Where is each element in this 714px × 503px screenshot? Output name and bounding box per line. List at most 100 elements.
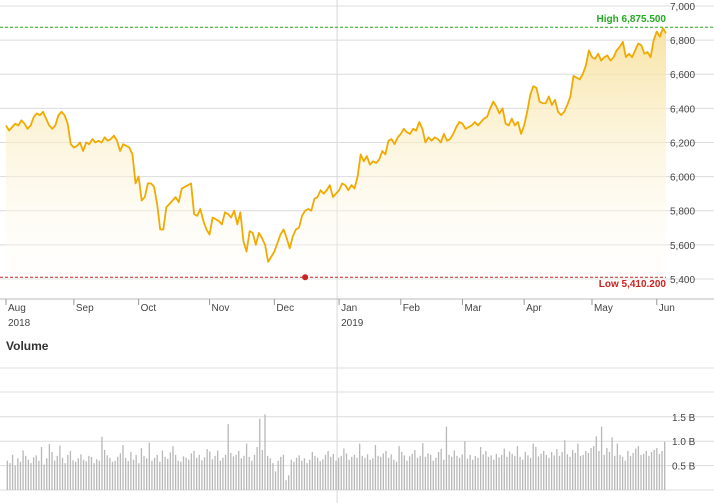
volume-bar	[606, 448, 608, 490]
volume-bar	[253, 454, 256, 490]
volume-bar	[227, 424, 229, 490]
volume-bar	[124, 457, 127, 490]
x-tick-label: May	[594, 303, 613, 314]
volume-bar	[569, 456, 571, 490]
volume-bar	[527, 455, 529, 490]
volume-bar	[406, 460, 408, 490]
volume-bar	[164, 456, 166, 490]
volume-bar	[235, 454, 237, 490]
volume-bar	[479, 447, 482, 490]
volume-bar	[337, 457, 340, 490]
volume-y-axis: 0.5 B 1.0 B 1.5 B	[672, 413, 696, 473]
price-y-tick-label: 6,000	[670, 173, 695, 184]
volume-bar	[380, 456, 382, 490]
volume-bar	[374, 445, 377, 490]
price-y-tick-label: 5,800	[670, 207, 695, 218]
volume-bar	[501, 454, 503, 490]
volume-bar	[485, 450, 487, 490]
x-tick-label: Oct	[141, 303, 157, 314]
volume-bar	[611, 437, 613, 490]
volume-bar	[96, 459, 98, 490]
volume-bar	[40, 447, 43, 490]
volume-bar	[214, 455, 216, 490]
volume-bar	[579, 455, 582, 490]
volume-bar	[293, 461, 295, 490]
volume-bar	[629, 455, 632, 490]
volume-bar	[427, 453, 429, 490]
volume-bar	[195, 457, 198, 490]
price-y-tick-label: 5,400	[670, 275, 695, 286]
volume-bar	[153, 457, 156, 490]
volume-title: Volume	[6, 339, 49, 353]
volume-bar	[61, 457, 64, 490]
volume-bar	[77, 458, 79, 490]
price-y-tick-label: 5,600	[670, 241, 695, 252]
volume-bar	[590, 448, 592, 490]
volume-bar	[345, 453, 348, 490]
volume-bar	[103, 449, 106, 490]
price-y-tick-label: 6,800	[670, 36, 695, 47]
low-marker[interactable]	[302, 274, 309, 281]
volume-bar	[645, 450, 647, 490]
volume-bar	[595, 436, 597, 490]
volume-bar	[177, 460, 179, 490]
volume-bar	[22, 450, 24, 490]
volume-bar	[288, 475, 290, 490]
volume-bar	[256, 447, 258, 490]
volume-bar	[453, 450, 455, 490]
volume-bar	[59, 445, 61, 490]
volume-bar	[408, 456, 411, 490]
x-tick-label: Jan	[341, 303, 357, 314]
volume-bar	[25, 455, 27, 490]
volume-bar	[93, 463, 95, 490]
volume-bar	[56, 455, 58, 490]
volume-bar	[414, 449, 416, 490]
volume-bar	[461, 454, 463, 490]
volume-bar	[64, 463, 66, 490]
volume-bar	[621, 456, 624, 490]
volume-bar	[17, 458, 19, 490]
x-tick-label: Nov	[212, 303, 230, 314]
volume-bar	[222, 457, 224, 490]
price-y-tick-label: 6,200	[670, 138, 695, 149]
volume-bar	[361, 455, 363, 490]
volume-bar	[537, 456, 540, 490]
volume-bar	[251, 460, 253, 490]
volume-bar	[82, 459, 85, 490]
volume-bar	[419, 455, 421, 490]
price-series-line	[5, 27, 667, 263]
volume-bar	[627, 450, 629, 490]
volume-bar	[382, 453, 384, 490]
volume-bar	[274, 471, 277, 490]
volume-bar	[51, 451, 53, 490]
volume-bar	[401, 451, 403, 490]
volume-bar	[451, 456, 453, 490]
volume-bar	[585, 450, 587, 490]
volume-bar	[535, 447, 537, 490]
low-label: Low 5,410.200	[599, 279, 667, 290]
volume-bar	[506, 456, 508, 490]
volume-bar	[119, 453, 122, 490]
volume-bar	[543, 450, 545, 490]
volume-bar	[550, 451, 553, 490]
volume-bar	[600, 426, 603, 490]
volume-bar	[101, 436, 103, 490]
volume-bar	[148, 442, 150, 490]
volume-bar	[440, 449, 442, 490]
volume-bar	[332, 453, 335, 490]
volume-bar	[482, 454, 484, 490]
volume-bar	[146, 458, 148, 490]
volume-bar	[224, 454, 227, 490]
year-label: 2019	[341, 318, 364, 329]
volume-bar	[572, 449, 574, 490]
volume-bar	[14, 465, 16, 490]
volume-bar	[127, 461, 129, 490]
volume-bar	[348, 459, 350, 490]
volume-bar	[658, 453, 661, 490]
volume-bar	[190, 453, 193, 490]
volume-bar	[311, 451, 313, 490]
volume-bar	[364, 457, 366, 490]
volume-bar	[322, 459, 324, 490]
volume-bar	[498, 457, 500, 490]
